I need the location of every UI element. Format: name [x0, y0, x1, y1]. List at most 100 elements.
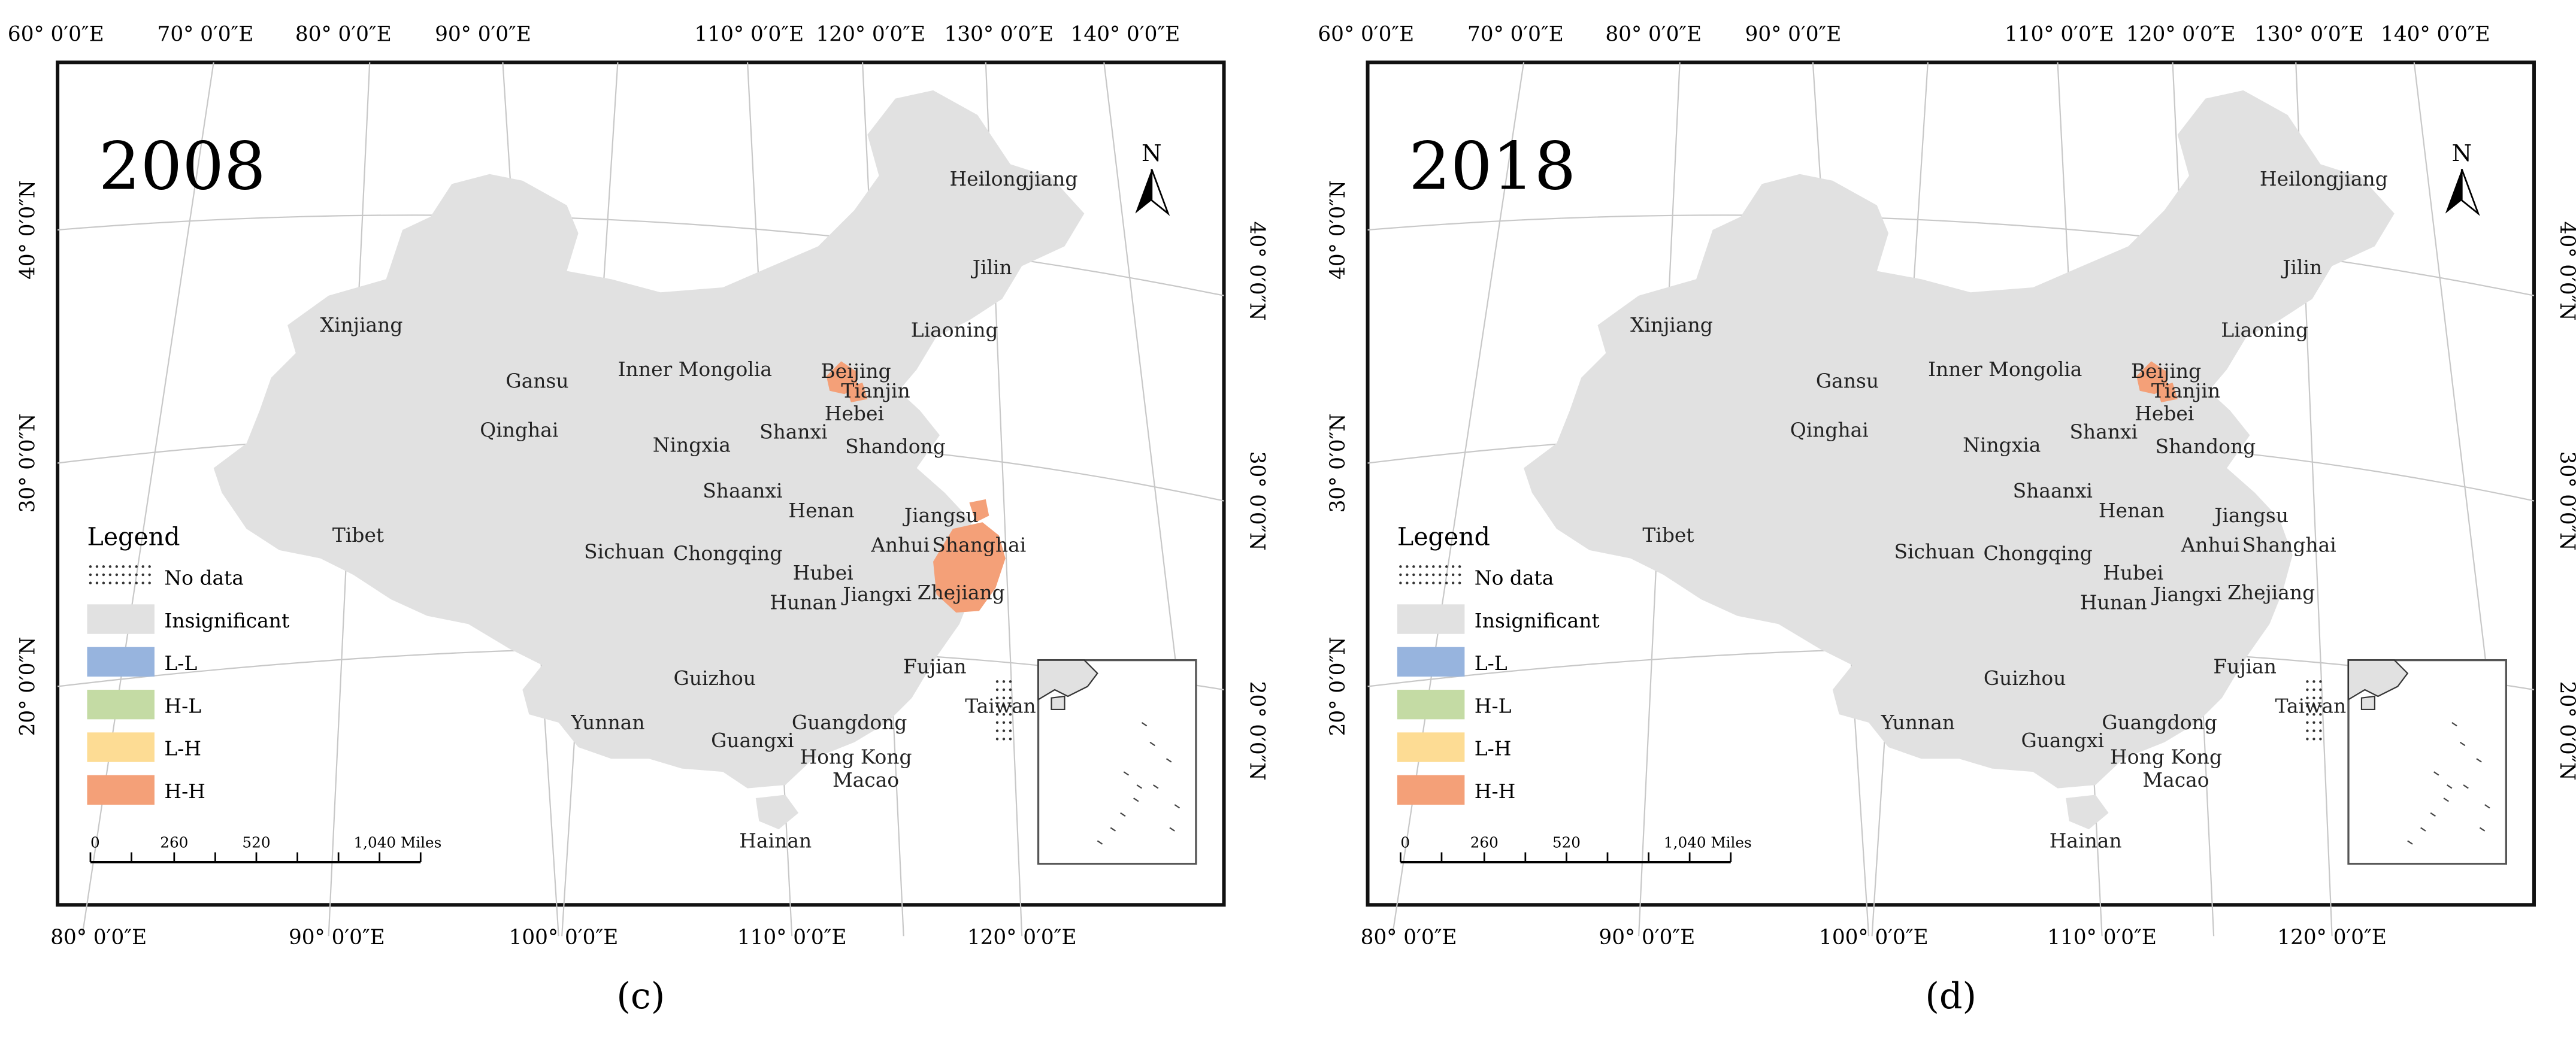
- lon-label-top: 60° 0′0″E: [8, 23, 104, 47]
- province-label-inner-mongolia: Inner Mongolia: [618, 357, 772, 381]
- province-label-shandong: Shandong: [2156, 435, 2256, 458]
- legend-swatch-h-h: [87, 775, 155, 805]
- legend-swatch-no-data: [1399, 565, 1461, 584]
- lon-label-bottom: 120° 0′0″E: [2277, 926, 2387, 950]
- province-label-shaanxi: Shaanxi: [703, 479, 782, 502]
- legend-label-h-h: H-H: [164, 780, 205, 803]
- province-label-chongqing: Chongqing: [673, 541, 782, 565]
- graticule-line: [57, 214, 1224, 296]
- province-label-guangxi: Guangxi: [711, 729, 794, 752]
- lon-label-top: 140° 0′0″E: [2381, 23, 2490, 47]
- lon-label-top: 80° 0′0″E: [295, 23, 392, 47]
- province-label-guizhou: Guizhou: [1984, 666, 2066, 690]
- legend-label-l-h: L-H: [164, 737, 201, 760]
- province-label-henan: Henan: [788, 499, 854, 522]
- province-label-hubei: Hubei: [793, 561, 853, 584]
- province-label-tianjin: Tianjin: [2151, 379, 2220, 402]
- lon-label-top: 110° 0′0″E: [695, 23, 804, 47]
- province-label-gansu: Gansu: [505, 369, 568, 392]
- province-label-jiangsu: Jiangsu: [2212, 504, 2289, 527]
- province-label-hunan: Hunan: [2080, 591, 2147, 614]
- province-label-macao: Macao: [2142, 768, 2209, 792]
- lat-label-left: 30° 0′0″N: [1326, 414, 1350, 513]
- legend-swatch-l-h: [87, 732, 155, 762]
- graticule-line: [1103, 62, 1184, 723]
- province-label-liaoning: Liaoning: [911, 318, 998, 341]
- province-label-qinghai: Qinghai: [480, 419, 558, 442]
- scale-bar-label: 520: [1552, 833, 1581, 851]
- legend-swatch-l-h: [1397, 732, 1465, 762]
- hh-region-tianjin: [846, 383, 868, 402]
- scale-bar: 0 260 520 1,040 Miles: [1400, 833, 1752, 864]
- province-label-taiwan: Taiwan: [965, 694, 1036, 717]
- province-label-gansu: Gansu: [1816, 369, 1879, 392]
- legend-title: Legend: [87, 523, 180, 551]
- province-label-hong-kong: Hong Kong: [800, 745, 912, 768]
- province-label-jilin: Jilin: [971, 256, 1012, 279]
- legend: Legend No data Insignificant L-L H-L L-H H-H: [87, 523, 289, 805]
- north-arrow-icon: N: [1135, 140, 1170, 216]
- map-panel-2018: Heilongjiang Jilin Liaoning Xinjiang Gansu In…: [1318, 23, 2576, 1018]
- province-label-hebei: Hebei: [2135, 402, 2194, 425]
- legend-label-no-data: No data: [164, 566, 244, 589]
- lon-label-top: 140° 0′0″E: [1071, 23, 1180, 47]
- province-label-guangdong: Guangdong: [792, 711, 907, 734]
- province-label-jilin: Jilin: [2281, 256, 2322, 279]
- province-label-anhui: Anhui: [870, 533, 930, 557]
- province-label-hunan: Hunan: [770, 591, 837, 614]
- lon-label-bottom: 110° 0′0″E: [2047, 926, 2157, 950]
- province-label-heilongjiang: Heilongjiang: [2260, 167, 2388, 190]
- map-panel-2008: Heilongjiang Jilin Liaoning Xinjiang Gansu In…: [8, 23, 1269, 1018]
- province-label-inner-mongolia: Inner Mongolia: [1928, 357, 2082, 381]
- province-label-macao: Macao: [833, 768, 899, 792]
- lat-label-right: 40° 0′0″N: [1245, 222, 1269, 321]
- province-label-yunnan: Yunnan: [570, 711, 644, 734]
- lat-label-right: 20° 0′0″N: [2555, 681, 2576, 781]
- legend-label-insignificant: Insignificant: [1475, 609, 1600, 632]
- legend-swatch-h-l: [1397, 690, 1465, 720]
- province-label-taiwan: Taiwan: [2275, 694, 2347, 717]
- province-label-tibet: Tibet: [332, 523, 384, 547]
- province-label-ningxia: Ningxia: [653, 433, 731, 456]
- legend-label-l-l: L-L: [164, 651, 197, 675]
- legend-label-insignificant: Insignificant: [164, 609, 289, 632]
- lon-label-top: 120° 0′0″E: [2126, 23, 2236, 47]
- lon-label-bottom: 90° 0′0″E: [289, 926, 385, 950]
- province-label-anhui: Anhui: [2181, 533, 2240, 557]
- province-label-hainan: Hainan: [2050, 829, 2122, 852]
- taiwan-no-data-pattern: [2306, 680, 2322, 741]
- lon-label-bottom: 120° 0′0″E: [967, 926, 1077, 950]
- province-label-hong-kong: Hong Kong: [2110, 745, 2222, 768]
- lon-label-top: 70° 0′0″E: [1467, 23, 1564, 47]
- province-label-xinjiang: Xinjiang: [1630, 313, 1713, 336]
- province-label-yunnan: Yunnan: [1881, 711, 1955, 734]
- province-label-shanxi: Shanxi: [2070, 420, 2138, 443]
- hh-region-beijing: [2136, 361, 2168, 395]
- map-year-title: 2018: [1409, 128, 1576, 204]
- province-label-heilongjiang: Heilongjiang: [949, 167, 1077, 190]
- hh-region-shanghai: [969, 499, 989, 523]
- lat-label-left: 20° 0′0″N: [1326, 637, 1350, 736]
- scale-bar-label: 260: [1470, 833, 1499, 851]
- province-label-guizhou: Guizhou: [673, 666, 756, 690]
- province-label-guangdong: Guangdong: [2102, 711, 2217, 734]
- province-label-hubei: Hubei: [2103, 561, 2163, 584]
- scale-bar-label: 520: [242, 833, 270, 851]
- province-label-beijing: Beijing: [821, 359, 891, 383]
- scale-bar-label: 1,040 Miles: [1664, 833, 1752, 851]
- map-year-title: 2008: [99, 128, 266, 204]
- lon-label-bottom: 80° 0′0″E: [50, 926, 147, 950]
- china-landmass: [1524, 90, 2395, 789]
- province-label-zhejiang: Zhejiang: [2227, 581, 2315, 604]
- lat-label-right: 30° 0′0″N: [2555, 451, 2576, 551]
- province-label-shaanxi: Shaanxi: [2013, 479, 2093, 502]
- scale-bar-label: 260: [160, 833, 188, 851]
- province-label-xinjiang: Xinjiang: [320, 313, 403, 336]
- south-china-sea-inset: [2347, 659, 2507, 865]
- province-label-tibet: Tibet: [1642, 523, 1694, 547]
- province-label-chongqing: Chongqing: [1983, 541, 2092, 565]
- lon-label-top: 130° 0′0″E: [944, 23, 1054, 47]
- north-arrow-icon: N: [2445, 140, 2480, 216]
